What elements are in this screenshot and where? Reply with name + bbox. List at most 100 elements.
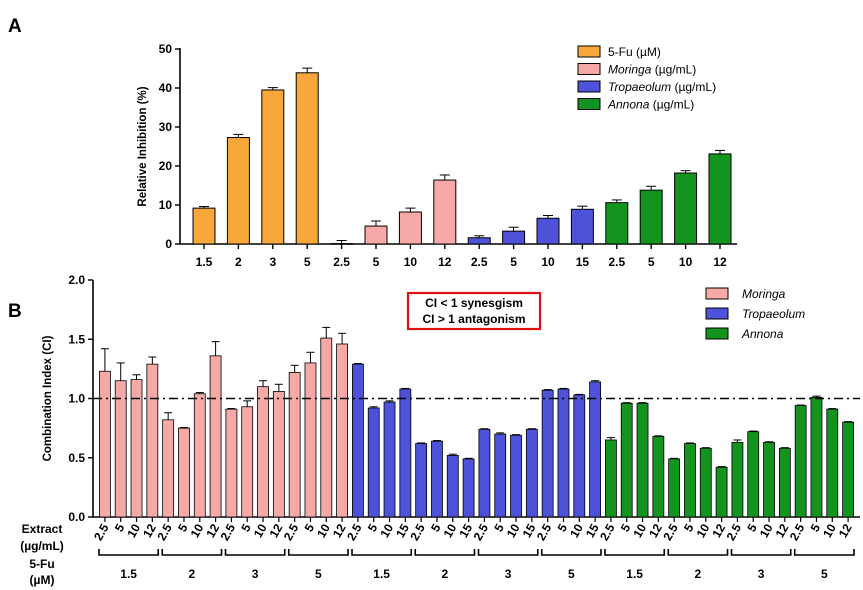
y-tick-label-b-2: 1.0 [68, 392, 85, 406]
legend-unit-a-3: (µg/mL) [649, 98, 694, 112]
x-tick-label-a-11: 15 [576, 255, 590, 269]
fu-level-label-0-1: 2 [189, 567, 196, 581]
fu-bracket-2-1 [667, 549, 729, 556]
panel-label-a: A [8, 16, 22, 37]
fu-bracket-1-3 [540, 549, 602, 556]
fu-label-line1: 5-Fu [29, 557, 54, 571]
bar-b-2-3-3 [842, 421, 854, 518]
bar-b-0-1-1 [178, 427, 190, 518]
legend-label-a-2: Tropaeolum (µg/mL) [608, 80, 716, 94]
legend-name-a-3: Annona [607, 98, 650, 112]
x-tick-label-a-14: 10 [679, 255, 693, 269]
bar-a-1-3 [433, 179, 457, 245]
legend-name-a-0: 5-Fu [608, 45, 633, 59]
legend-swatch-b-2 [705, 327, 729, 340]
chart-a: 0 10 20 30 40 50 Relative Inhibition (%) 1.5 2 3 5… [137, 42, 737, 269]
bar-a-0-3 [295, 72, 319, 245]
y-axis-label-b: Combination Index (CI) [42, 335, 54, 461]
bar-b-1-3-0 [541, 389, 554, 518]
x-tick-label-a-9: 5 [510, 255, 517, 269]
bar-a-1-2 [398, 211, 422, 245]
y-tick-label-b-4: 2.0 [68, 273, 85, 287]
fu-level-label-0-2: 3 [252, 567, 259, 581]
bar-a-2-1 [502, 230, 526, 245]
ci-annotation-box [406, 291, 542, 331]
extract-level-label-11: 12 [267, 521, 286, 540]
bar-b-2-2-1 [747, 431, 760, 518]
bar-b-0-1-2 [193, 393, 206, 518]
bar-a-2-3 [570, 208, 594, 245]
fu-level-label-1-1: 2 [442, 567, 449, 581]
extract-level-label-35: 12 [646, 521, 665, 540]
legend-swatch-a-1 [577, 63, 601, 75]
bar-b-2-2-0 [731, 441, 744, 518]
fu-bracket-2-0 [604, 549, 666, 556]
bar-b-0-2-1 [241, 406, 254, 518]
extract-level-label-2: 10 [124, 521, 143, 540]
extract-level-label-26: 10 [504, 521, 523, 540]
fu-level-label-2-0: 1.5 [626, 567, 643, 581]
x-tick-label-a-7: 12 [438, 255, 452, 269]
legend-swatch-a-3 [577, 98, 601, 110]
bar-b-2-2-3 [778, 447, 791, 518]
extract-level-label-0: 2.5 [91, 521, 112, 543]
extract-level-label-14: 10 [314, 521, 333, 540]
legend-label-a-0: 5-Fu (µM) [608, 45, 661, 59]
bar-b-1-2-3 [525, 428, 538, 518]
bar-b-1-2-2 [510, 434, 522, 518]
extract-level-label-18: 10 [377, 521, 396, 540]
y-tick-label-a-5: 50 [159, 42, 173, 56]
extract-level-label-39: 12 [709, 521, 728, 540]
ci-annotation-line2: CI > 1 antagonism [422, 312, 525, 326]
bar-b-2-2-2 [763, 441, 775, 518]
y-tick-label-a-4: 40 [159, 81, 173, 95]
extract-level-label-40: 2.5 [724, 521, 745, 543]
x-tick-label-a-13: 5 [648, 255, 655, 269]
bar-b-2-3-2 [826, 408, 839, 518]
extract-level-label-3: 12 [140, 521, 159, 540]
bar-b-2-1-0 [668, 458, 681, 518]
fu-level-label-2-2: 3 [758, 567, 765, 581]
x-tick-label-a-15: 12 [713, 255, 727, 269]
bar-b-2-1-3 [715, 466, 728, 518]
bar-a-3-0 [605, 202, 629, 245]
x-tick-label-a-2: 3 [269, 255, 276, 269]
x-tick-label-a-12: 2.5 [608, 255, 625, 269]
y-tick-label-a-1: 10 [159, 198, 173, 212]
x-tick-label-a-8: 2.5 [471, 255, 488, 269]
bar-b-1-0-3 [399, 388, 412, 518]
bar-b-1-0-1 [367, 407, 380, 518]
extract-level-label-31: 15 [583, 521, 602, 540]
legend-label-b-0: Moringa [742, 287, 786, 301]
fu-bracket-2-2 [730, 549, 792, 556]
bar-b-0-3-1 [304, 362, 317, 518]
extract-label-line1: Extract [22, 522, 63, 536]
x-tick-label-a-6: 10 [404, 255, 418, 269]
x-tick-label-a-4: 2.5 [333, 255, 350, 269]
fu-level-label-1-2: 3 [505, 567, 512, 581]
extract-level-label-19: 15 [393, 521, 412, 540]
bar-a-3-1 [639, 189, 663, 245]
fu-bracket-2-3 [793, 549, 855, 556]
bar-b-0-3-3 [336, 343, 348, 518]
y-tick-label-b-0: 0.0 [68, 510, 85, 524]
bar-a-2-2 [536, 217, 560, 245]
bar-b-1-0-2 [383, 401, 396, 518]
legend-label-b-2: Annona [741, 327, 784, 341]
fu-level-label-2-1: 2 [695, 567, 702, 581]
bar-b-1-1-3 [462, 458, 475, 518]
extract-level-label-30: 10 [567, 521, 586, 540]
extract-level-label-22: 10 [441, 521, 460, 540]
bar-b-1-3-1 [557, 388, 570, 518]
y-tick-label-a-3: 30 [159, 120, 173, 134]
extract-level-label-20: 2.5 [407, 521, 428, 543]
bar-b-2-3-1 [810, 396, 823, 518]
bar-b-0-1-0 [162, 419, 175, 518]
extract-level-label-12: 2.5 [281, 521, 302, 543]
fu-level-label-0-3: 5 [315, 567, 322, 581]
bar-b-2-1-2 [699, 447, 712, 518]
extract-level-label-36: 2.5 [660, 521, 681, 543]
extract-level-label-16: 2.5 [344, 521, 365, 543]
bar-b-0-0-1 [114, 380, 127, 518]
fu-level-label-2-3: 5 [821, 567, 828, 581]
